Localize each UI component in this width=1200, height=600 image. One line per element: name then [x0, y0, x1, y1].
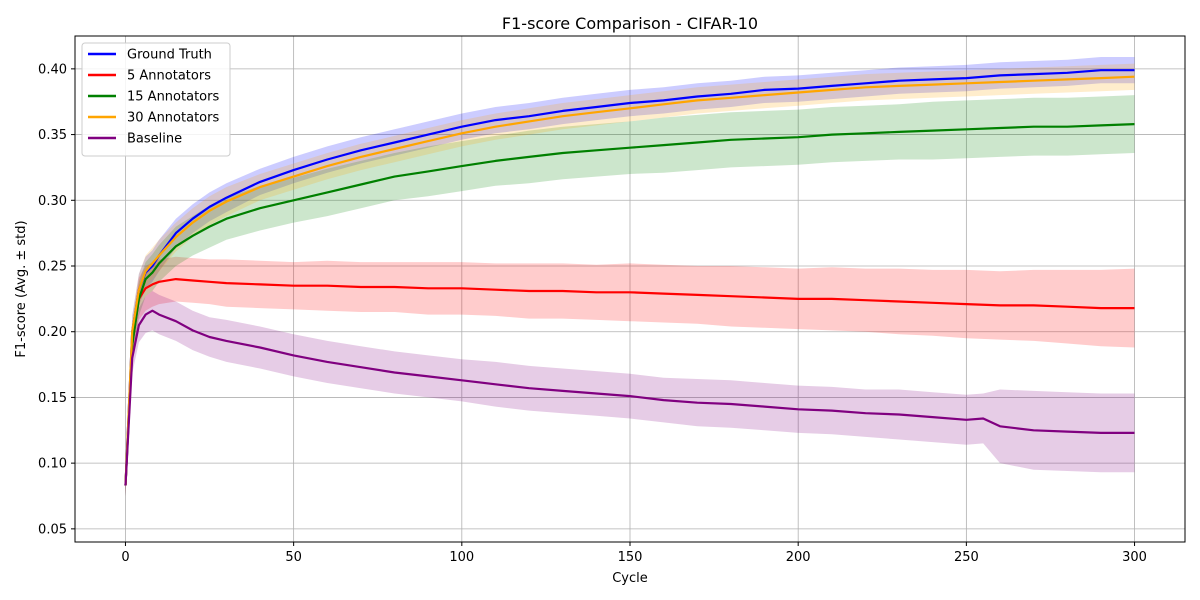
- x-tick-label: 50: [285, 550, 302, 565]
- mean-line-series-3: [124, 75, 1135, 486]
- y-tick-label: 0.25: [38, 260, 67, 275]
- y-tick-label: 0.35: [38, 128, 67, 143]
- grid-layer: [75, 36, 1185, 542]
- y-tick-label: 0.05: [38, 522, 67, 537]
- y-axis-label: F1-score (Avg. ± std): [14, 220, 29, 357]
- y-tick-label: 0.30: [38, 194, 67, 209]
- y-tick-label: 0.40: [38, 62, 67, 77]
- y-tick-label: 0.15: [38, 391, 67, 406]
- x-axis-label: Cycle: [612, 571, 648, 586]
- std-band-series-2: [125, 95, 1135, 496]
- legend: Ground Truth 5 Annotators 15 Annotators 30 …: [81, 42, 231, 157]
- legend-entry-label: 5 Annotators: [127, 69, 211, 84]
- mean-line-series-1: [124, 278, 1135, 486]
- x-tick-label: 150: [618, 550, 643, 565]
- legend-entry-label: Ground Truth: [127, 48, 212, 63]
- y-tick-label: 0.10: [38, 457, 67, 472]
- chart-title: F1-score Comparison - CIFAR-10: [502, 14, 758, 33]
- x-tick-label: 0: [121, 550, 129, 565]
- x-tick-label: 250: [954, 550, 979, 565]
- x-tick-label: 200: [786, 550, 811, 565]
- y-tick-label: 0.20: [38, 325, 67, 340]
- std-band-layer: [125, 57, 1135, 496]
- std-band-series-4: [125, 291, 1135, 496]
- legend-box: [81, 42, 231, 157]
- legend-entry-label: Baseline: [127, 132, 182, 147]
- std-band-series-1: [125, 256, 1135, 496]
- mean-line-series-4: [124, 309, 1135, 486]
- x-tick-label: 300: [1122, 550, 1147, 565]
- mean-line-series-0: [124, 69, 1135, 486]
- mean-line-series-2: [124, 123, 1135, 486]
- series-line-layer: [124, 69, 1135, 486]
- legend-entry-label: 15 Annotators: [127, 90, 219, 105]
- tick-layer: 0 50 100 150 200 250 300 0.05 0.10 0.15 0.20 0.25 0.…: [38, 62, 1147, 565]
- legend-entry-label: 30 Annotators: [127, 111, 219, 126]
- x-tick-label: 100: [449, 550, 474, 565]
